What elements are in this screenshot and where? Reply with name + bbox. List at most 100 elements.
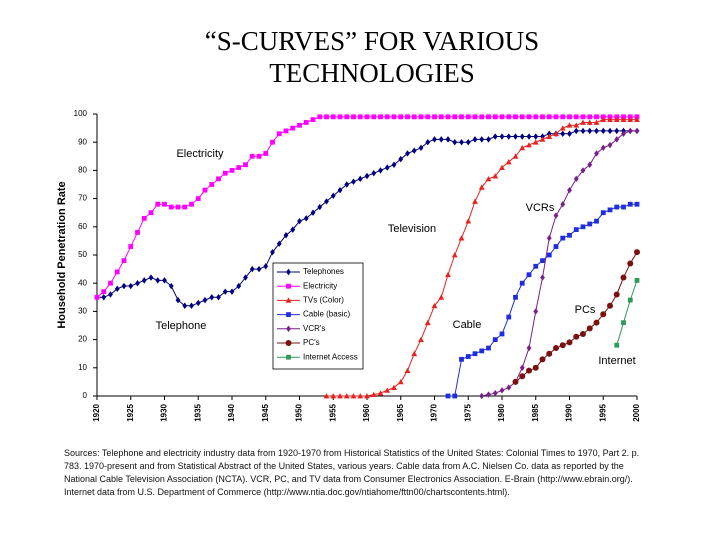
data-point (175, 204, 181, 210)
data-point (526, 142, 532, 148)
data-point (614, 204, 620, 210)
legend-label: Cable (basic) (303, 310, 350, 319)
data-point (620, 116, 627, 123)
data-point (452, 393, 458, 399)
data-point (330, 114, 336, 120)
data-point (189, 201, 194, 207)
data-point (384, 164, 390, 171)
data-point (175, 296, 181, 304)
data-point (101, 294, 107, 301)
series-line (448, 203, 637, 397)
data-point (634, 127, 640, 135)
data-point (459, 114, 464, 120)
data-point (357, 114, 363, 120)
data-point (371, 170, 377, 177)
data-point (546, 350, 553, 357)
data-point (580, 224, 586, 230)
data-point (384, 387, 391, 393)
data-point (486, 345, 491, 351)
data-point (411, 147, 417, 154)
data-point (519, 144, 526, 151)
data-point (513, 114, 518, 120)
data-point (513, 133, 518, 140)
x-tick-label: 1935 (193, 403, 202, 421)
data-point (587, 127, 593, 135)
data-point (546, 133, 553, 139)
data-point (351, 178, 356, 185)
data-point (114, 269, 120, 275)
data-point (168, 204, 174, 210)
data-point (573, 122, 580, 128)
x-tick-label: 1975 (463, 403, 472, 421)
data-point (634, 249, 640, 256)
data-point (486, 136, 491, 143)
x-tick-label: 1960 (362, 403, 371, 421)
data-point (627, 201, 633, 207)
legend-marker (285, 297, 292, 303)
data-point (323, 393, 330, 399)
data-point (189, 302, 194, 309)
data-point (472, 136, 478, 143)
legend-marker (286, 354, 291, 360)
data-point (216, 294, 221, 301)
data-point (539, 136, 546, 142)
data-point (627, 260, 634, 267)
x-tick-label: 1950 (295, 403, 304, 421)
data-point (492, 133, 498, 140)
data-point (168, 282, 174, 290)
legend-label: VCR's (303, 324, 325, 333)
data-point (600, 116, 607, 123)
data-point (350, 393, 357, 399)
x-tick-label: 2000 (632, 403, 641, 421)
series-line (616, 280, 638, 346)
data-point (432, 136, 437, 143)
data-point (614, 342, 620, 348)
data-point (283, 232, 289, 239)
data-point (580, 119, 586, 125)
data-point (344, 181, 350, 188)
legend-marker (286, 312, 291, 317)
data-point (425, 139, 431, 146)
data-point (567, 232, 572, 238)
data-point (513, 294, 518, 300)
data-point (249, 265, 255, 273)
data-point (351, 114, 356, 120)
data-point (162, 277, 167, 284)
data-point (209, 294, 215, 301)
data-point (486, 391, 491, 398)
x-tick-label: 1945 (261, 403, 270, 421)
data-point (613, 116, 620, 123)
data-point (506, 114, 512, 120)
x-tick-label: 1995 (598, 403, 607, 421)
data-point (607, 116, 613, 123)
data-point (459, 356, 464, 362)
data-point (303, 215, 309, 222)
data-point (526, 272, 532, 278)
data-point (344, 114, 350, 120)
annotation: PCs (575, 304, 596, 316)
data-point (587, 114, 593, 120)
data-point (607, 141, 613, 149)
x-tick-label: 1920 (92, 403, 101, 421)
data-point (297, 217, 302, 225)
data-point (148, 274, 154, 281)
data-point (573, 175, 579, 183)
legend-label: TVs (Color) (303, 296, 344, 305)
y-tick-label: 70 (78, 194, 87, 203)
data-point (405, 150, 410, 157)
data-point (499, 387, 505, 394)
data-point (418, 336, 424, 342)
data-point (438, 294, 445, 300)
data-point (580, 167, 586, 174)
data-point (135, 230, 140, 235)
data-point (613, 291, 620, 298)
data-point (573, 227, 579, 233)
data-point (519, 373, 526, 380)
data-point (222, 170, 228, 176)
data-point (364, 393, 370, 399)
data-point (452, 114, 458, 120)
data-point (627, 116, 634, 123)
data-point (458, 235, 465, 241)
data-point (526, 344, 532, 352)
legend-marker (286, 325, 291, 332)
